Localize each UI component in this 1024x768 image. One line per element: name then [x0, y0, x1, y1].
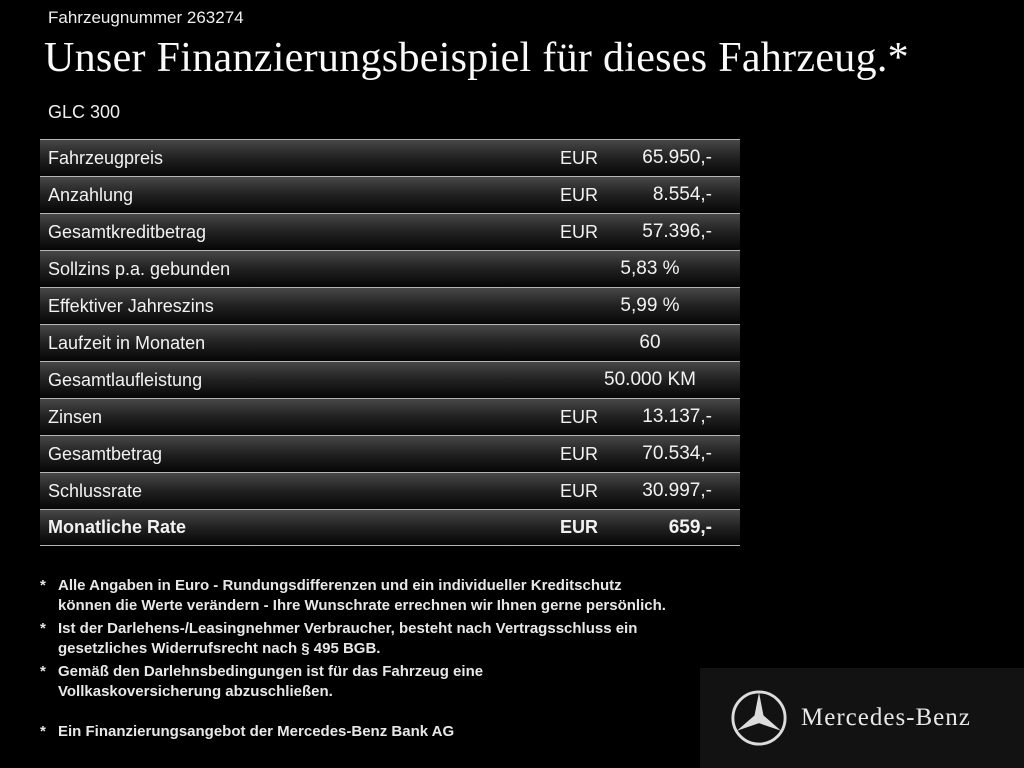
page-title: Unser Finanzierungsbeispiel für dieses F…	[44, 35, 909, 81]
footnote-marker: *	[40, 620, 46, 637]
row-values: EUR 65.950,-	[560, 147, 740, 169]
footnote-marker: *	[40, 723, 46, 740]
footnote-marker: *	[40, 663, 46, 680]
row-value: 5,99 %	[620, 295, 680, 316]
row-value: 30.997,-	[642, 480, 712, 501]
row-label: Anzahlung	[48, 184, 134, 205]
table-row: Effektiver Jahreszins 5,99 %	[40, 287, 740, 324]
table-row: Schlussrate EUR 30.997,-	[40, 472, 740, 509]
footnote-line: Gemäß den Darlehnsbedingungen ist für da…	[58, 663, 484, 680]
table-row: Sollzins p.a. gebunden 5,83 %	[40, 250, 740, 287]
row-value: 50.000 KM	[604, 369, 696, 390]
footnote-line: Vollkaskoversicherung abzuschließen.	[58, 682, 333, 700]
row-values: EUR 57.396,-	[560, 221, 740, 243]
footnote-text: Ist der Darlehens-/Leasingnehmer Verbrau…	[58, 619, 637, 658]
row-values: 60	[560, 332, 740, 354]
row-label: Schlussrate	[48, 480, 143, 501]
footnote-line: gesetzliches Widerrufsrecht nach § 495 B…	[58, 639, 381, 657]
footnote-text: Alle Angaben in Euro - Rundungsdifferenz…	[58, 576, 666, 615]
vehicle-number: Fahrzeugnummer 263274	[48, 8, 244, 27]
row-currency: EUR	[560, 443, 599, 464]
footnote-line: können die Werte verändern - Ihre Wunsch…	[58, 596, 666, 614]
row-label: Laufzeit in Monaten	[48, 332, 206, 353]
footnote: * Ein Finanzierungsangebot der Mercedes-…	[40, 722, 760, 742]
footnote: * Gemäß den Darlehnsbedingungen ist für …	[40, 662, 760, 701]
row-currency: EUR	[560, 517, 599, 537]
row-values: EUR 659,-	[560, 517, 740, 539]
row-label: Sollzins p.a. gebunden	[48, 258, 231, 279]
row-currency: EUR	[560, 147, 599, 168]
financing-table: Fahrzeugpreis EUR 65.950,- Anzahlung EUR…	[40, 139, 740, 546]
row-values: EUR 30.997,-	[560, 480, 740, 502]
row-values: EUR 13.137,-	[560, 406, 740, 428]
footnotes: * Alle Angaben in Euro - Rundungsdiffere…	[40, 576, 760, 746]
footnote-marker: *	[40, 577, 46, 594]
row-currency: EUR	[560, 480, 599, 501]
table-row: Zinsen EUR 13.137,-	[40, 398, 740, 435]
row-values: EUR 8.554,-	[560, 184, 740, 206]
row-value: 659,-	[668, 516, 712, 538]
footnote-line: Alle Angaben in Euro - Rundungsdifferenz…	[58, 577, 622, 594]
row-values: 5,99 %	[560, 295, 740, 317]
footnote-line: Ist der Darlehens-/Leasingnehmer Verbrau…	[58, 620, 638, 637]
row-value: 60	[639, 332, 661, 353]
brand-wordmark: Mercedes-Benz	[801, 704, 971, 731]
row-label: Monatliche Rate	[48, 517, 187, 537]
row-value: 8.554,-	[652, 184, 712, 205]
row-label: Gesamtbetrag	[48, 443, 163, 464]
row-label: Fahrzeugpreis	[48, 147, 164, 168]
row-currency: EUR	[560, 221, 599, 242]
row-values: 50.000 KM	[560, 369, 740, 391]
row-label: Gesamtlaufleistung	[48, 369, 203, 390]
table-row: Gesamtbetrag EUR 70.534,-	[40, 435, 740, 472]
table-row: Anzahlung EUR 8.554,-	[40, 176, 740, 213]
row-value: 57.396,-	[642, 221, 712, 242]
row-values: EUR 70.534,-	[560, 443, 740, 465]
row-value: 65.950,-	[642, 147, 712, 168]
row-value: 70.534,-	[642, 443, 712, 464]
row-values: 5,83 %	[560, 258, 740, 280]
table-row: Gesamtkreditbetrag EUR 57.396,-	[40, 213, 740, 250]
table-row: Laufzeit in Monaten 60	[40, 324, 740, 361]
row-currency: EUR	[560, 406, 599, 427]
table-row: Fahrzeugpreis EUR 65.950,-	[40, 139, 740, 176]
footnote-text: Gemäß den Darlehnsbedingungen ist für da…	[58, 662, 483, 701]
row-label: Zinsen	[48, 406, 103, 427]
footnote-text: Ein Finanzierungsangebot der Mercedes-Be…	[58, 722, 454, 742]
footnote-line: Ein Finanzierungsangebot der Mercedes-Be…	[58, 723, 455, 740]
mercedes-star-icon	[730, 689, 788, 747]
row-label: Gesamtkreditbetrag	[48, 221, 207, 242]
row-value: 13.137,-	[642, 406, 712, 427]
brand-panel: Mercedes-Benz	[700, 668, 1024, 768]
table-row: Gesamtlaufleistung 50.000 KM	[40, 361, 740, 398]
row-value: 5,83 %	[620, 258, 680, 279]
footnote: * Alle Angaben in Euro - Rundungsdiffere…	[40, 576, 760, 615]
table-row-monthly-rate: Monatliche Rate EUR 659,-	[40, 509, 740, 546]
row-currency: EUR	[560, 184, 599, 205]
footnote: * Ist der Darlehens-/Leasingnehmer Verbr…	[40, 619, 760, 658]
row-label: Effektiver Jahreszins	[48, 295, 214, 316]
vehicle-model: GLC 300	[48, 102, 121, 122]
